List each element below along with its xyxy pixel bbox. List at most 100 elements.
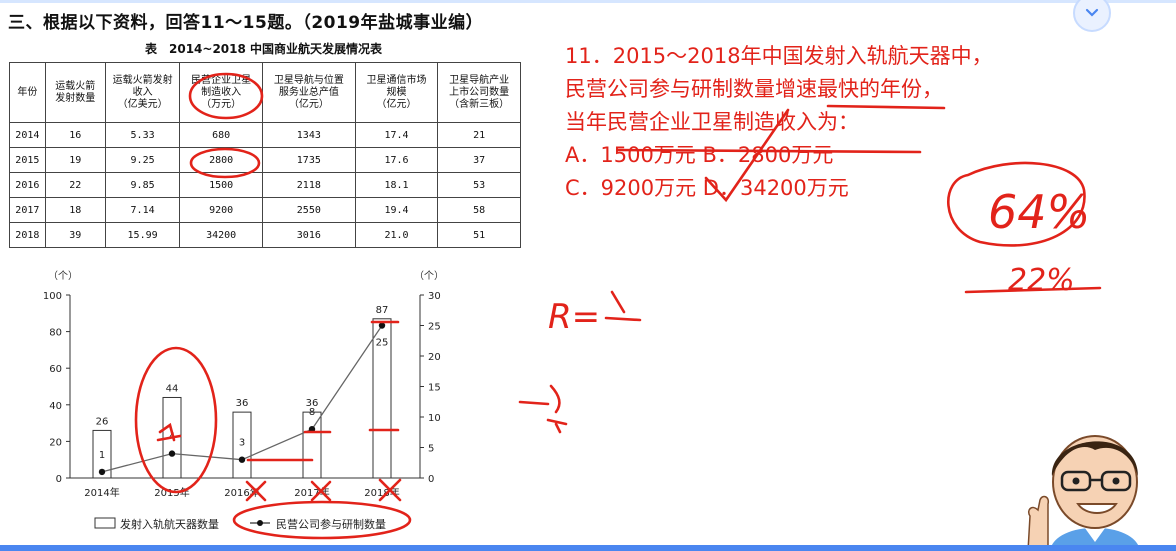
fraction-mark (604, 290, 642, 322)
legend-line-marker (257, 520, 263, 526)
table-cell: 9.85 (104, 172, 181, 198)
right-tick-label: 15 (428, 383, 441, 394)
table-cell: 2800 (179, 147, 263, 173)
line-point (168, 450, 176, 457)
col-header: 民营企业卫星 制造收入 （万元） (179, 62, 263, 123)
option-b[interactable]: B．2800万元 (702, 143, 834, 167)
table-cell: 2018 (9, 222, 46, 248)
table-row: 2015 19 9.25 2800 1735 17.6 37 (9, 147, 521, 173)
col-header: 运载火箭 发射数量 (44, 62, 106, 123)
table-cell: 16 (44, 122, 106, 148)
dash-mark (518, 400, 550, 406)
table-row: 2017 18 7.14 9200 2550 19.4 58 (9, 197, 521, 223)
table-cell: 34200 (179, 222, 263, 248)
table-cell: 17.6 (354, 147, 439, 173)
line-value-label: 8 (309, 407, 315, 418)
x-tick-label: 2018年 (364, 486, 399, 499)
table-cell: 1500 (179, 172, 263, 198)
bar (92, 429, 112, 479)
bar-value-label: 36 (236, 398, 249, 409)
line-point (308, 426, 316, 433)
table-cell: 2017 (9, 197, 46, 223)
right-tick-label: 10 (428, 413, 441, 424)
table-cell: 18.1 (354, 172, 439, 198)
bar-value-label: 87 (376, 305, 389, 316)
chevron-down-icon (1085, 8, 1099, 17)
table-row: 2016 22 9.85 1500 2118 18.1 53 (9, 172, 521, 198)
line-point (98, 468, 106, 476)
table-cell: 53 (437, 172, 521, 198)
col-header: 卫星通信市场 规模 （亿元） (354, 62, 439, 123)
col-header: 卫星导航产业 上市公司数量 （含新三板） (437, 62, 521, 123)
left-axis-unit: （个） (48, 270, 78, 282)
table-cell: 39 (44, 222, 106, 248)
bar-value-label: 26 (96, 416, 109, 427)
formula-text: R= (548, 297, 600, 337)
right-tick-label: 20 (428, 352, 441, 363)
line-value-label: 4 (169, 432, 175, 443)
x-tick-label: 2016年 (224, 486, 259, 499)
col-header: 卫星导航与位置 服务业总产值 （亿元） (261, 62, 356, 123)
table-cell: 1343 (261, 122, 356, 148)
left-tick-label: 60 (49, 364, 62, 375)
table-cell: 58 (437, 197, 521, 223)
line-point (378, 322, 386, 329)
table-cell: 17.4 (354, 122, 439, 148)
x-tick-label: 2017年 (294, 486, 329, 499)
left-tick-label: 80 (49, 328, 62, 339)
table-cell: 5.33 (104, 122, 181, 148)
line-value-label: 25 (376, 338, 389, 349)
table-cell: 21 (437, 122, 521, 148)
right-tick-label: 5 (428, 444, 434, 455)
table-cell: 680 (179, 122, 263, 148)
table-cell: 2015 (9, 147, 46, 173)
table-cell: 21.0 (354, 222, 439, 248)
options-row: C．9200万元 D．34200万元 (565, 172, 993, 205)
top-rule (0, 0, 1176, 3)
x-tick-label: 2015年 (154, 486, 189, 499)
note-text: 22% (1008, 263, 1075, 298)
table-title: 表 2014~2018 中国商业航天发展情况表 (145, 42, 383, 56)
left-tick-label: 40 (49, 401, 62, 412)
option-d[interactable]: D．34200万元 (702, 176, 849, 200)
presenter-avatar (1027, 435, 1140, 551)
question-line: 民营公司参与研制数量增速最快的年份， (565, 77, 943, 101)
question-line: 当年民营企业卫星制造收入为： (565, 110, 859, 134)
table-cell: 9200 (179, 197, 263, 223)
table-cell: 1735 (261, 147, 356, 173)
question-line: 11．2015～2018年中国发射入轨航天器中， (565, 44, 993, 68)
option-c[interactable]: C．9200万元 (565, 176, 697, 200)
collapse-button[interactable] (1073, 0, 1111, 32)
line-point (238, 456, 246, 463)
table-cell: 19 (44, 147, 106, 173)
right-tick-label: 25 (428, 322, 441, 333)
line-value-label: 1 (99, 450, 105, 461)
table-cell: 51 (437, 222, 521, 248)
note-text: 64% (988, 185, 1090, 239)
section-heading: 三、根据以下资料，回答11～15题。（2019年盐城事业编） (8, 13, 484, 33)
right-tick-label: 30 (428, 291, 441, 302)
col-header: 运载火箭发射 收入 （亿美元） (104, 62, 181, 123)
table-cell: 15.99 (104, 222, 181, 248)
bar (232, 411, 252, 479)
bar-value-label: 36 (306, 398, 319, 409)
bottom-rule (0, 545, 1176, 551)
table-row: 2014 16 5.33 680 1343 17.4 21 (9, 122, 521, 148)
table-row: 2018 39 15.99 34200 3016 21.0 51 (9, 222, 521, 248)
fraction-mark (546, 384, 568, 434)
option-a[interactable]: A．1500万元 (565, 143, 696, 167)
table-header-row: 年份 运载火箭 发射数量 运载火箭发射 收入 （亿美元） 民营企业卫星 制造收入… (9, 62, 521, 123)
bar (372, 318, 392, 479)
line-value-label: 3 (239, 438, 245, 449)
table-cell: 19.4 (354, 197, 439, 223)
col-header: 年份 (9, 62, 46, 123)
table-cell: 2550 (261, 197, 356, 223)
left-tick-label: 100 (43, 291, 62, 302)
options-row: A．1500万元 B．2800万元 (565, 139, 993, 172)
x-tick-label: 2014年 (84, 486, 119, 499)
bar-value-label: 44 (166, 383, 179, 394)
data-table: 年份 运载火箭 发射数量 运载火箭发射 收入 （亿美元） 民营企业卫星 制造收入… (9, 62, 521, 248)
table-cell: 37 (437, 147, 521, 173)
legend-bar-label: 发射入轨航天器数量 (120, 517, 219, 531)
left-tick-label: 20 (49, 437, 62, 448)
